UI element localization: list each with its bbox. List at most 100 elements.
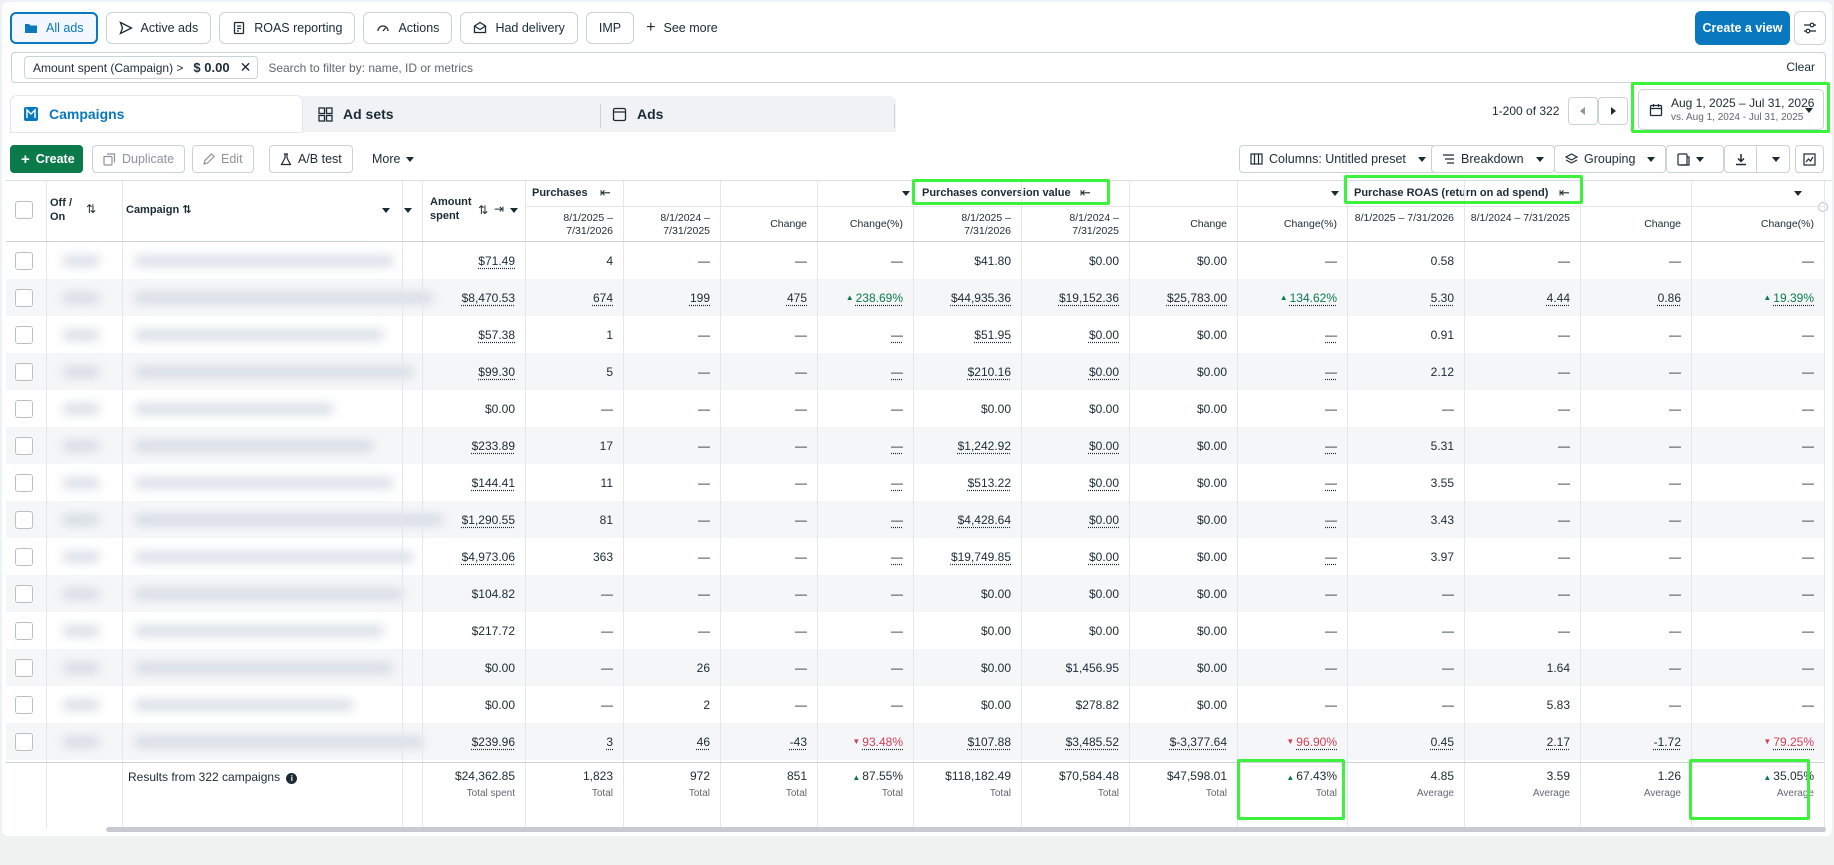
table-cell[interactable]: 4.44 [1546,290,1570,305]
chart-toggle-button[interactable] [1795,145,1824,173]
campaign-name[interactable] [134,588,404,600]
table-cell[interactable]: $0.00 [1088,327,1119,342]
table-cell[interactable]: ▼ 79.25% [1763,734,1814,749]
close-icon[interactable]: ✕ [239,59,252,75]
row-checkbox[interactable] [15,474,33,492]
chevron-down-icon[interactable] [1331,191,1339,196]
chevron-down-icon[interactable] [1794,191,1802,196]
grouping-button[interactable]: Grouping [1554,145,1667,173]
table-cell[interactable]: $144.41 [471,475,515,490]
table-cell[interactable]: 0.45 [1430,734,1454,749]
clear-filters-link[interactable]: Clear [1786,60,1815,74]
table-cell[interactable]: — [1325,475,1337,490]
subheader-change-pct[interactable]: Change(%) [1283,218,1337,230]
row-checkbox[interactable] [15,289,33,307]
view-all-ads[interactable]: All ads [10,12,98,44]
campaign-name[interactable] [134,292,434,304]
table-cell[interactable]: 199 [689,290,710,305]
filter-chip-amount-spent[interactable]: Amount spent (Campaign) > $ 0.00 ✕ [24,56,259,79]
table-cell[interactable]: $0.00 [1088,364,1119,379]
more-button[interactable]: More [362,145,425,173]
campaign-header[interactable]: Campaign ⇅ [126,204,192,216]
toggle-switch[interactable] [62,329,100,341]
subheader-change[interactable]: Change [1190,218,1227,230]
reports-button[interactable] [1666,145,1724,173]
table-cell[interactable]: $99.30 [478,364,515,379]
export-button[interactable] [1724,145,1790,173]
toggle-switch[interactable] [62,292,100,304]
view-roas-reporting[interactable]: ROAS reporting [219,12,356,44]
campaign-name[interactable] [134,403,334,415]
amount-spent-header[interactable]: Amount spent [430,196,472,222]
toggle-switch[interactable] [62,477,100,489]
subheader-period-a[interactable]: 8/1/2025 – 7/31/2026 [563,212,613,237]
table-row[interactable]: $4,973.06 363 — — — $19,749.85 $0.00 $0.00 — 3.97… [6,538,1824,575]
table-cell[interactable]: 46 [696,734,710,749]
subheader-period-b[interactable]: 8/1/2024 – 7/31/2025 [660,212,710,237]
campaign-name[interactable] [134,551,414,563]
table-cell[interactable]: — [891,438,903,453]
table-cell[interactable]: ▲ 238.69% [845,290,903,305]
tab-ad-sets[interactable]: Ad sets [306,96,394,132]
chevron-down-icon[interactable] [382,208,390,213]
table-cell[interactable]: 2.17 [1546,734,1570,749]
campaign-name[interactable] [134,255,394,267]
table-cell[interactable]: ▼ 96.90% [1286,734,1337,749]
table-cell[interactable]: $210.16 [967,364,1011,379]
create-button[interactable]: + Create [10,145,83,173]
table-cell[interactable]: $0.00 [1088,512,1119,527]
horizontal-scrollbar[interactable] [106,827,1826,832]
table-cell[interactable]: ▲ 134.62% [1279,290,1337,305]
off-on-header[interactable]: Off / On [50,197,72,223]
campaign-name[interactable] [134,477,394,489]
row-checkbox[interactable] [15,548,33,566]
row-checkbox[interactable] [15,363,33,381]
row-checkbox[interactable] [15,326,33,344]
table-row[interactable]: $217.72 — — — — $0.00 $0.00 $0.00 — — — — — [6,612,1824,649]
table-cell[interactable]: ▼ 93.48% [852,734,903,749]
toggle-switch[interactable] [62,699,100,711]
subheader-period-a[interactable]: 8/1/2025 – 7/31/2026 [961,212,1011,237]
table-cell[interactable]: $0.00 [1088,475,1119,490]
table-cell[interactable]: $1,290.55 [461,512,515,527]
toggle-switch[interactable] [62,736,100,748]
edit-button[interactable]: Edit [192,145,254,173]
table-cell[interactable]: — [1325,549,1337,564]
table-row[interactable]: $57.38 1 — — — $51.95 $0.00 $0.00 — 0.91 — — — [6,316,1824,353]
table-cell[interactable]: 475 [786,290,807,305]
create-view-button[interactable]: Create a view [1695,11,1790,45]
table-cell[interactable]: $19,152.36 [1058,290,1119,305]
table-cell[interactable]: -43 [789,734,807,749]
table-cell[interactable]: $1,242.92 [957,438,1011,453]
row-checkbox[interactable] [15,437,33,455]
row-checkbox[interactable] [15,622,33,640]
table-row[interactable]: $0.00 — 26 — — $0.00 $1,456.95 $0.00 — — 1.64 — — [6,649,1824,686]
subheader-change[interactable]: Change [1644,218,1681,230]
tab-campaigns[interactable]: Campaigns [11,96,302,132]
table-row[interactable]: $71.49 4 — — — $41.80 $0.00 $0.00 — 0.58 — — — [6,242,1824,279]
select-all-checkbox[interactable] [15,201,33,219]
table-cell[interactable]: $44,935.36 [950,290,1011,305]
table-cell[interactable]: -1.72 [1653,734,1681,749]
chevron-down-icon[interactable] [510,208,518,213]
table-cell[interactable]: — [1325,438,1337,453]
table-cell[interactable]: $3,485.52 [1065,734,1119,749]
ab-test-button[interactable]: A/B test [269,145,353,173]
toggle-switch[interactable] [62,440,100,452]
prev-page-button[interactable] [1568,97,1598,125]
table-cell[interactable]: $8,470.53 [461,290,515,305]
collapse-column-icon[interactable]: ⇤ [1080,185,1091,200]
tab-ads[interactable]: Ads [600,96,663,132]
row-checkbox[interactable] [15,696,33,714]
add-column-icon[interactable] [1818,202,1828,212]
toggle-switch[interactable] [62,403,100,415]
duplicate-button[interactable]: Duplicate [92,145,186,173]
date-range-picker[interactable]: Aug 1, 2025 – Jul 31, 2026 vs. Aug 1, 20… [1638,89,1824,130]
table-cell[interactable]: $51.95 [974,327,1011,342]
subheader-period-b[interactable]: 8/1/2024 – 7/31/2025 [1069,212,1119,237]
row-checkbox[interactable] [15,585,33,603]
campaign-name[interactable] [134,440,374,452]
table-cell[interactable]: $239.96 [471,734,515,749]
row-checkbox[interactable] [15,733,33,751]
table-cell[interactable]: $0.00 [1088,549,1119,564]
